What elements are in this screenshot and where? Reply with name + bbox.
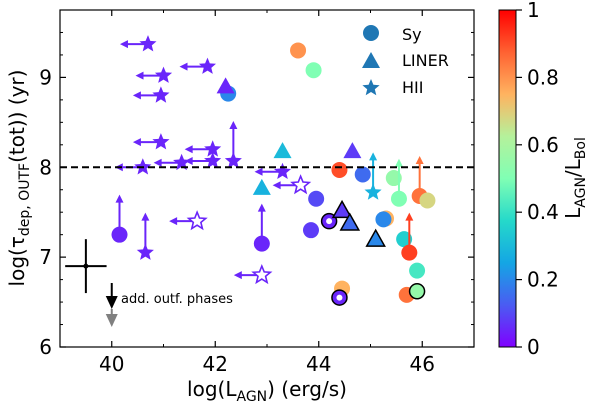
x-tick-label: 46 [410, 352, 435, 376]
legend-label-hii: HII [402, 78, 423, 97]
limit-arrow-head [229, 120, 238, 129]
hii-point [152, 133, 170, 150]
limit-arrow-head [272, 181, 281, 190]
sy-point [308, 190, 325, 207]
colorbar-tick-label: 1 [527, 0, 540, 22]
sy-point [396, 231, 413, 248]
sy-point [305, 62, 322, 79]
sy-point [331, 161, 348, 178]
colorbar-tick-label: 0 [527, 335, 540, 359]
sy-point [409, 262, 426, 279]
sy-point [302, 222, 319, 239]
colorbar-tick-label: 0.4 [527, 200, 559, 224]
sy-point-center [326, 218, 333, 225]
y-axis-label: log(τdep, OUTF(tot)) (yr) [5, 70, 33, 287]
limit-arrow-head [115, 194, 124, 203]
limit-arrow-head [132, 91, 141, 100]
hii-point [274, 162, 292, 179]
legend-label-liner: LINER [402, 51, 449, 70]
limit-arrow-head [233, 271, 242, 280]
sy-point [408, 283, 426, 300]
y-tick-label: 9 [39, 65, 52, 89]
liner-point [343, 142, 362, 159]
colorbar-label: LAGN/LBol [561, 137, 589, 219]
hii-point [136, 243, 154, 260]
sy-point [354, 166, 371, 183]
x-axis-ticks: 40 42 44 46 [59, 10, 475, 376]
hii-point [173, 153, 191, 171]
colorbar [498, 9, 517, 348]
x-tick-label: 42 [203, 352, 228, 376]
limit-arrow-head [179, 62, 188, 71]
limit-arrow-head [405, 212, 414, 221]
liner-point [365, 228, 386, 247]
colorbar-tick-label: 0.2 [527, 268, 559, 292]
hii-point [139, 35, 157, 52]
hii-point [224, 152, 242, 169]
annotation-arrows [105, 283, 118, 327]
sy-point [375, 211, 392, 228]
limit-arrow-head [169, 217, 178, 226]
y-tick-label: 7 [39, 245, 52, 269]
legend-star-shape [362, 79, 380, 96]
legend: Sy LINER HII [362, 25, 449, 97]
liner-point [339, 212, 361, 231]
sy-point [401, 244, 418, 261]
limit-arrow-head [141, 212, 150, 221]
hii-point [154, 66, 173, 83]
hii-point [204, 152, 222, 169]
typical-error-bar [65, 239, 107, 294]
sy-point-center [336, 294, 343, 301]
hii-point [186, 210, 208, 231]
limit-arrow-head [184, 156, 193, 165]
legend-label-sy: Sy [402, 25, 422, 44]
sy-point [290, 42, 307, 59]
sy-point [253, 235, 270, 252]
colorbar-tick-label: 0.8 [527, 65, 559, 89]
sy-point [111, 226, 128, 243]
colorbar-tick-label: 0.6 [527, 133, 559, 157]
x-tick-label: 44 [306, 352, 331, 376]
sy-point [385, 170, 402, 187]
annotation-arrow-gray-head [105, 314, 118, 327]
hii-point [290, 174, 312, 195]
sy-point [390, 190, 407, 207]
hii-point [364, 183, 382, 200]
limit-arrow-head [415, 156, 424, 165]
legend-triangle-marker [362, 52, 380, 68]
annotation-arrow-black-head [105, 296, 118, 309]
limit-arrow-head [369, 152, 378, 161]
data-marks [111, 35, 436, 306]
limit-arrow-head [184, 145, 193, 154]
liner-point [273, 142, 292, 159]
x-tick-label: 40 [99, 352, 124, 376]
y-tick-label: 6 [39, 335, 52, 359]
hii-point [198, 57, 216, 74]
colorbar-ticks: 0 0.2 0.4 0.6 0.8 1 [516, 0, 559, 359]
limit-arrow-head [254, 167, 263, 176]
limit-arrow-head [135, 71, 144, 80]
hii-point [251, 263, 273, 285]
error-bar-center [83, 263, 89, 269]
limit-arrow-head [119, 40, 128, 49]
y-axis-ticks: 6 7 8 9 [39, 9, 474, 359]
liner-point [331, 199, 353, 219]
hii-point [204, 140, 222, 157]
liner-point [252, 178, 271, 195]
limit-arrow-head [394, 158, 403, 167]
limit-arrow-head [153, 158, 162, 167]
legend-circle-marker [363, 25, 379, 41]
legend-star-marker [362, 79, 380, 96]
annotation-text: add. outf. phases [121, 292, 233, 307]
hii-point [152, 86, 170, 103]
limit-arrow-head [132, 138, 141, 147]
x-axis-label: log(LAGN) (erg/s) [187, 377, 347, 405]
liner-point [216, 77, 235, 94]
y-tick-label: 8 [39, 155, 52, 179]
limit-arrow-head [257, 203, 266, 212]
sy-point [419, 192, 436, 209]
